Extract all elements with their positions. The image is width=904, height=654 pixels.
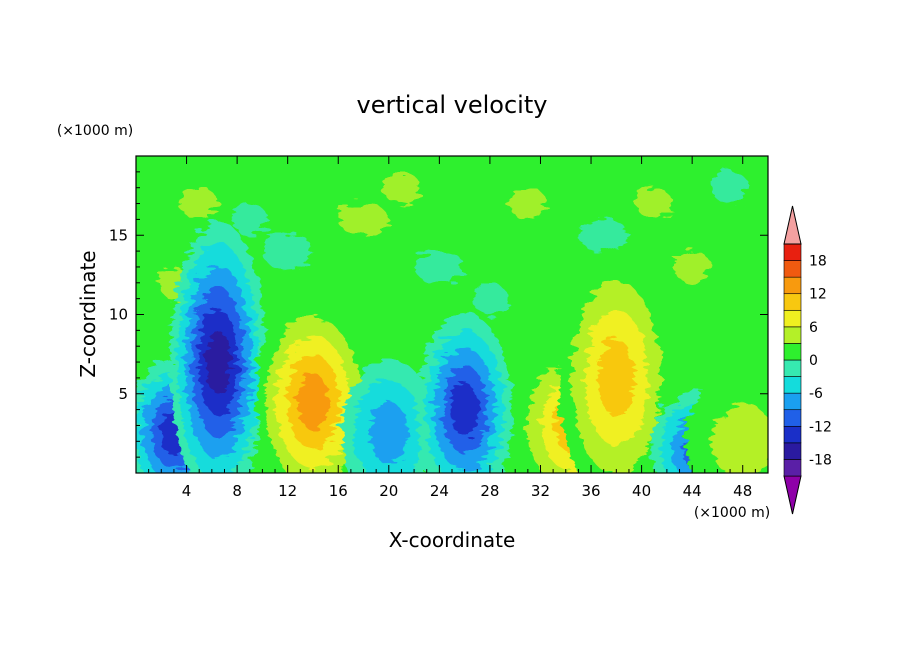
- colorbar-max-arrow: [783, 205, 802, 245]
- x-axis: 4 8 12 16 20 24 28 32 36 40 44 48: [148, 156, 756, 500]
- contour-level: [369, 402, 409, 465]
- downdraft-cell: [170, 220, 267, 473]
- colorbar-bin: [783, 376, 802, 394]
- x-tick-label: 36: [581, 482, 600, 500]
- x-tick-label: 44: [683, 482, 702, 500]
- colorbar-bin: [783, 260, 802, 278]
- turbulent-patch: [578, 219, 629, 252]
- turbulent-patch: [414, 251, 465, 283]
- y-axis-unit: (×1000 m): [57, 123, 133, 139]
- x-tick-label: 40: [632, 482, 651, 500]
- y-tick-label: 5: [118, 385, 128, 403]
- x-tick-label: 8: [232, 482, 242, 500]
- colorbar-bin: [783, 409, 802, 427]
- updraft-cell: [684, 374, 768, 473]
- x-tick-label: 16: [329, 482, 348, 500]
- colorbar-bin: [783, 343, 802, 361]
- colorbar-bin: [783, 326, 802, 344]
- turbulent-patch: [180, 187, 219, 220]
- colorbar-bin: [783, 425, 802, 444]
- colorbar-bin: [783, 392, 802, 411]
- updraft-cell: [558, 251, 675, 473]
- y-axis: 5 10 15: [109, 171, 768, 458]
- turbulent-patch: [636, 187, 672, 220]
- x-tick-label: 12: [278, 482, 297, 500]
- y-tick-label: 10: [109, 306, 128, 324]
- turbulent-patch: [673, 251, 712, 283]
- x-tick-label: 32: [531, 482, 550, 500]
- x-axis-unit: (×1000 m): [694, 505, 770, 521]
- colorbar-bin: [783, 442, 802, 460]
- contour-level: [297, 373, 329, 431]
- x-tick-label: 48: [733, 482, 752, 500]
- colorbar-bin: [783, 309, 802, 328]
- colorbar-bin: [783, 276, 802, 295]
- x-tick-label: 28: [480, 482, 499, 500]
- y-tick-label: 15: [109, 226, 128, 244]
- turbulent-patch: [262, 232, 313, 271]
- contour-field: [136, 156, 768, 473]
- contour-fill: [136, 156, 768, 473]
- colorbar-bin: [783, 243, 802, 261]
- contour-level: [451, 382, 479, 437]
- turbulent-patch: [472, 282, 508, 315]
- x-axis-label: X-coordinate: [389, 528, 516, 552]
- colorbar-bin: [783, 459, 802, 477]
- colorbar-label: 12: [809, 287, 827, 303]
- colorbar: -18 -12 -6 0 6 12 18: [783, 205, 832, 515]
- colorbar-min-arrow: [783, 475, 802, 515]
- x-tick-label: 24: [430, 482, 449, 500]
- colorbar-label: -18: [809, 452, 832, 468]
- colorbar-bin: [783, 293, 802, 311]
- y-axis-label: Z-coordinate: [76, 250, 100, 377]
- turbulent-patch: [508, 187, 547, 220]
- colorbar-label: 6: [809, 320, 818, 336]
- turbulent-patch: [711, 171, 749, 204]
- turbulent-patch: [338, 203, 389, 236]
- turbulent-patch: [232, 203, 268, 236]
- colorbar-label: -12: [809, 419, 832, 435]
- x-tick-label: 4: [182, 482, 192, 500]
- chart-title: vertical velocity: [357, 91, 548, 119]
- colorbar-label: 0: [809, 353, 818, 369]
- downdraft-cell: [416, 313, 513, 473]
- colorbar-label: 18: [809, 254, 827, 270]
- downdraft-cell: [340, 359, 437, 473]
- contour-level: [598, 339, 635, 417]
- x-tick-label: 20: [379, 482, 398, 500]
- contour-level: [711, 403, 768, 473]
- colorbar-bin: [783, 359, 802, 377]
- colorbar-label: -6: [809, 386, 823, 402]
- contour-level: [205, 330, 231, 394]
- turbulent-patch: [382, 171, 421, 204]
